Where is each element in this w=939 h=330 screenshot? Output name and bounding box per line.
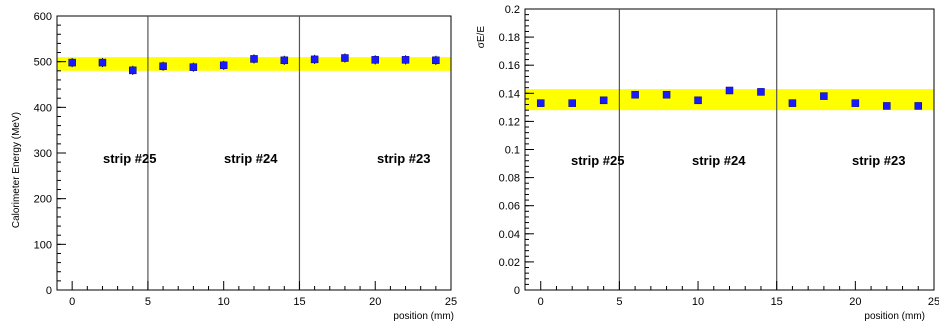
data-point <box>568 99 576 107</box>
x-tick-label: 25 <box>445 296 457 308</box>
data-point <box>341 54 349 62</box>
plot-frame <box>524 8 935 291</box>
strip-label-2: strip #24 <box>224 151 278 166</box>
data-point <box>662 90 671 99</box>
y-tick-label: 0.06 <box>499 201 520 213</box>
strip-label-1: strip #25 <box>571 153 624 168</box>
y-tick-label: 0 <box>514 285 520 297</box>
data-point <box>98 58 107 67</box>
y-tick-label: 500 <box>34 57 52 69</box>
y-tick-label: 0.12 <box>499 116 520 128</box>
x-tick-label: 10 <box>218 296 230 308</box>
data-point <box>68 58 76 67</box>
x-tick-label: 5 <box>616 296 622 308</box>
data-point <box>788 99 797 107</box>
x-tick-label: 10 <box>692 296 704 308</box>
reference-band <box>525 89 934 111</box>
data-point <box>725 86 734 95</box>
data-point <box>219 61 228 70</box>
data-point <box>883 102 891 110</box>
y-tick-label: 300 <box>34 148 52 160</box>
y-tick-label: 0.2 <box>505 4 520 16</box>
data-point <box>401 56 410 64</box>
x-tick-label: 15 <box>771 296 783 308</box>
strip-label-3: strip #23 <box>377 151 430 166</box>
y-tick-label: 200 <box>34 194 52 206</box>
data-point <box>694 96 702 105</box>
x-tick-label: 5 <box>145 296 151 308</box>
data-point <box>129 66 137 75</box>
y-tick-label: 0.08 <box>499 173 520 185</box>
strip-label-1: strip #25 <box>103 151 156 166</box>
y-tick-label: 400 <box>34 102 52 114</box>
data-point <box>599 96 608 105</box>
chart-panel-2: 0 5 10 15 20 25 0 0.02 0.04 0.06 0.08 0.1 0.12 0.14 0.… <box>476 4 939 322</box>
x-axis-label: position (mm) <box>393 311 454 322</box>
data-point <box>159 62 167 70</box>
strip-label-2: strip #24 <box>692 153 746 168</box>
data-point <box>851 99 860 107</box>
chart-panel-1: 0 5 10 15 20 25 0 100 200 300 400 500 600 position (m… <box>11 11 457 322</box>
y-tick-label: 0.18 <box>499 32 520 44</box>
x-axis-label: position (mm) <box>864 311 925 322</box>
y-tick-label: 0.02 <box>499 257 520 269</box>
y-tick-label: 0.1 <box>505 145 520 157</box>
strip-label-3: strip #23 <box>852 153 905 168</box>
x-tick-label: 25 <box>928 296 939 308</box>
data-point <box>280 56 289 65</box>
data-point <box>310 55 319 64</box>
y-tick-label: 600 <box>34 11 52 23</box>
x-tick-label: 20 <box>849 296 861 308</box>
y-tick-label: 0.16 <box>499 60 520 72</box>
data-point <box>631 90 639 99</box>
data-point <box>914 102 923 110</box>
y-tick-label: 0.04 <box>499 229 520 241</box>
data-point <box>371 56 379 64</box>
x-tick-label: 0 <box>69 296 75 308</box>
y-axis-label: Calorimeter Energy (MeV) <box>11 112 22 228</box>
y-axis-label: σE/E <box>476 26 487 49</box>
data-point <box>536 99 545 107</box>
y-tick-label: 0 <box>46 285 52 297</box>
x-tick-label: 15 <box>293 296 305 308</box>
y-tick-label: 100 <box>34 239 52 251</box>
x-tick-label: 20 <box>369 296 381 308</box>
reference-band <box>57 57 451 71</box>
data-point <box>432 56 440 65</box>
data-point <box>757 88 765 96</box>
y-tick-label: 0.14 <box>499 88 520 100</box>
data-point <box>189 63 198 71</box>
x-tick-label: 0 <box>538 296 544 308</box>
data-point <box>250 55 258 63</box>
data-point <box>820 92 828 100</box>
